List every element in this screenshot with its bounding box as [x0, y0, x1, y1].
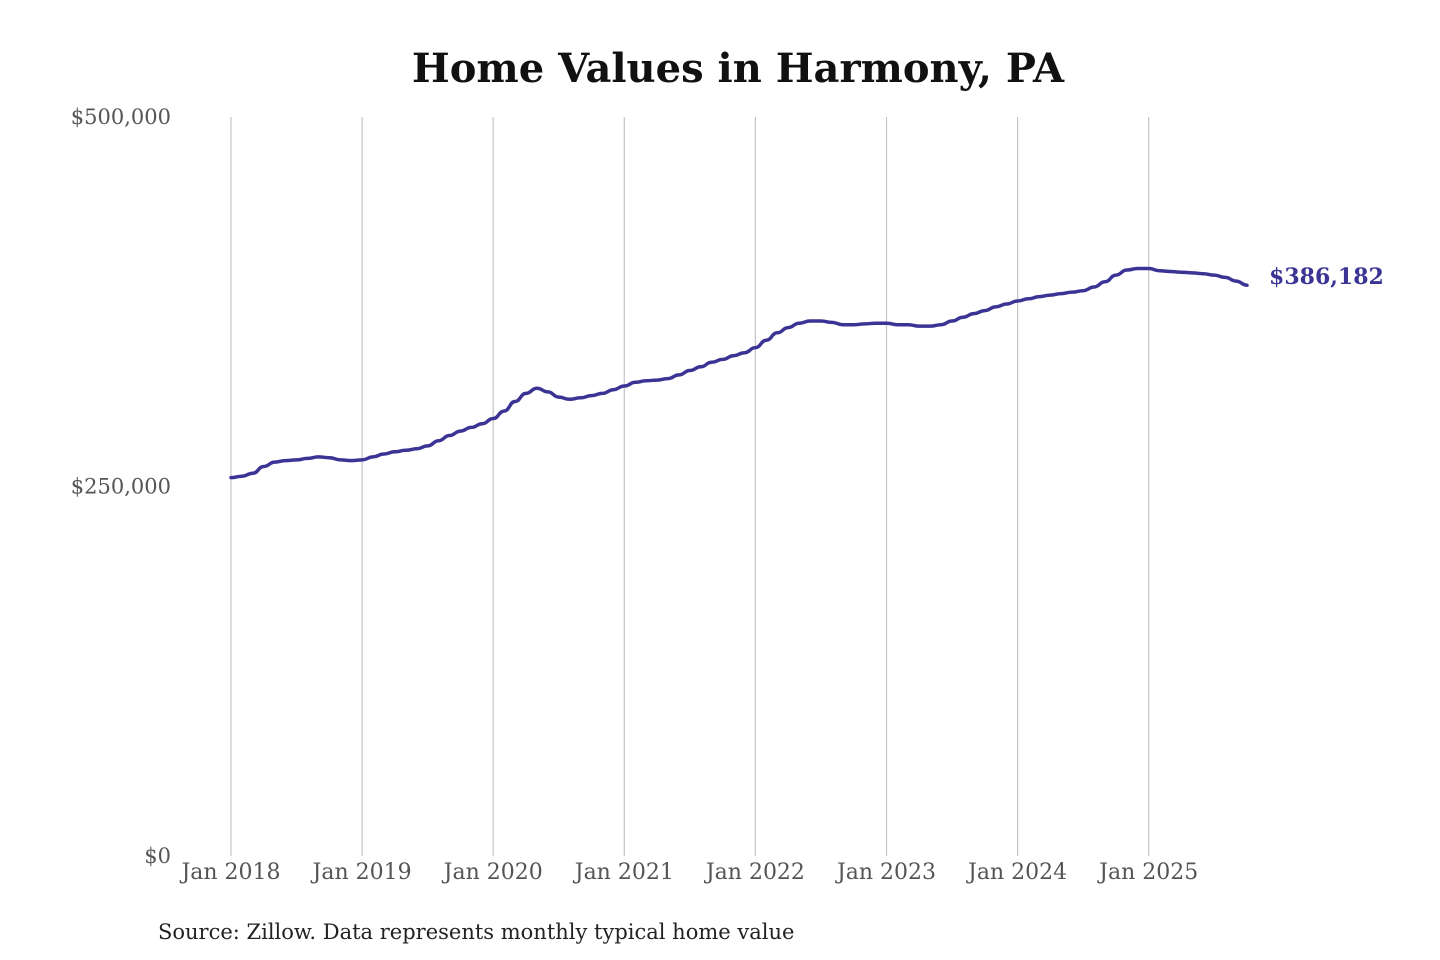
- y-tick-label: $250,000: [71, 475, 171, 499]
- y-tick-label: $0: [144, 844, 171, 868]
- x-tick-label: Jan 2019: [311, 860, 412, 885]
- x-tick-label: Jan 2023: [835, 860, 936, 885]
- x-tick-label: Jan 2022: [704, 860, 805, 885]
- chart-title: Home Values in Harmony, PA: [412, 45, 1065, 92]
- x-tick-label: Jan 2018: [179, 860, 280, 885]
- source-note: Source: Zillow. Data represents monthly …: [158, 920, 794, 944]
- x-tick-label: Jan 2024: [966, 860, 1067, 885]
- y-axis-ticks: $0 $250,000 $500,000: [71, 105, 171, 868]
- x-tick-label: Jan 2021: [573, 860, 674, 885]
- x-axis-ticks: Jan 2018 Jan 2019 Jan 2020 Jan 2021 Jan 2022…: [179, 860, 1198, 885]
- series-line-home-value: [229, 266, 1249, 480]
- y-tick-label: $500,000: [71, 105, 171, 129]
- x-tick-label: Jan 2020: [442, 860, 543, 885]
- x-tick-label: Jan 2025: [1097, 860, 1198, 885]
- end-value-label: $386,182: [1269, 264, 1384, 290]
- grid-lines: [230, 117, 1150, 856]
